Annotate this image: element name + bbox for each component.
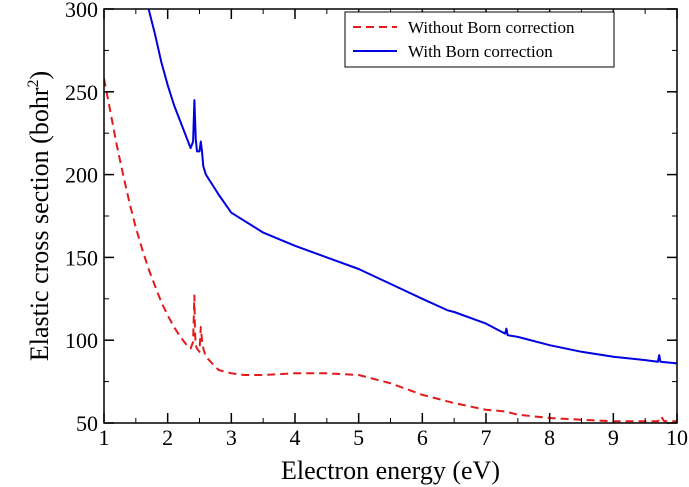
x-tick-label: 7 xyxy=(481,425,492,450)
y-tick-label: 150 xyxy=(65,245,98,270)
y-tick-label: 200 xyxy=(65,163,98,188)
y-axis-title-sup: 2 xyxy=(25,80,42,88)
y-axis-title-main: Elastic cross section (bohr xyxy=(25,87,54,361)
tick-labels-layer: 1 2 3 4 5 6 7 8 9 10 50 100 150 200 250 300 xyxy=(65,0,688,450)
x-tick-label: 8 xyxy=(544,425,555,450)
legend-label-with-born: With Born correction xyxy=(408,42,553,61)
legend-label-without-born: Without Born correction xyxy=(408,18,575,37)
legend-box xyxy=(344,11,615,68)
plot-frame xyxy=(103,8,678,424)
legend: Without Born correction With Born correc… xyxy=(344,11,615,68)
y-axis-title: Elastic cross section (bohr2) xyxy=(25,71,54,361)
y-axis-title-close: ) xyxy=(25,71,54,80)
y-tick-label: 50 xyxy=(76,411,98,436)
series-line-with-born xyxy=(147,9,677,365)
series-line-without-born xyxy=(104,78,677,423)
x-tick-label: 6 xyxy=(417,425,428,450)
x-tick-label: 1 xyxy=(99,425,110,450)
x-tick-label: 2 xyxy=(162,425,173,450)
x-tick-label: 10 xyxy=(666,425,688,450)
x-axis-title: Electron energy (eV) xyxy=(281,456,500,485)
x-tick-label: 9 xyxy=(608,425,619,450)
x-tick-label: 4 xyxy=(290,425,301,450)
y-tick-label: 100 xyxy=(65,328,98,353)
y-tick-label: 250 xyxy=(65,80,98,105)
x-tick-label: 5 xyxy=(353,425,364,450)
x-tick-label: 3 xyxy=(226,425,237,450)
series-layer xyxy=(104,9,677,423)
y-tick-label: 300 xyxy=(65,0,98,22)
ticks-layer xyxy=(103,8,678,424)
